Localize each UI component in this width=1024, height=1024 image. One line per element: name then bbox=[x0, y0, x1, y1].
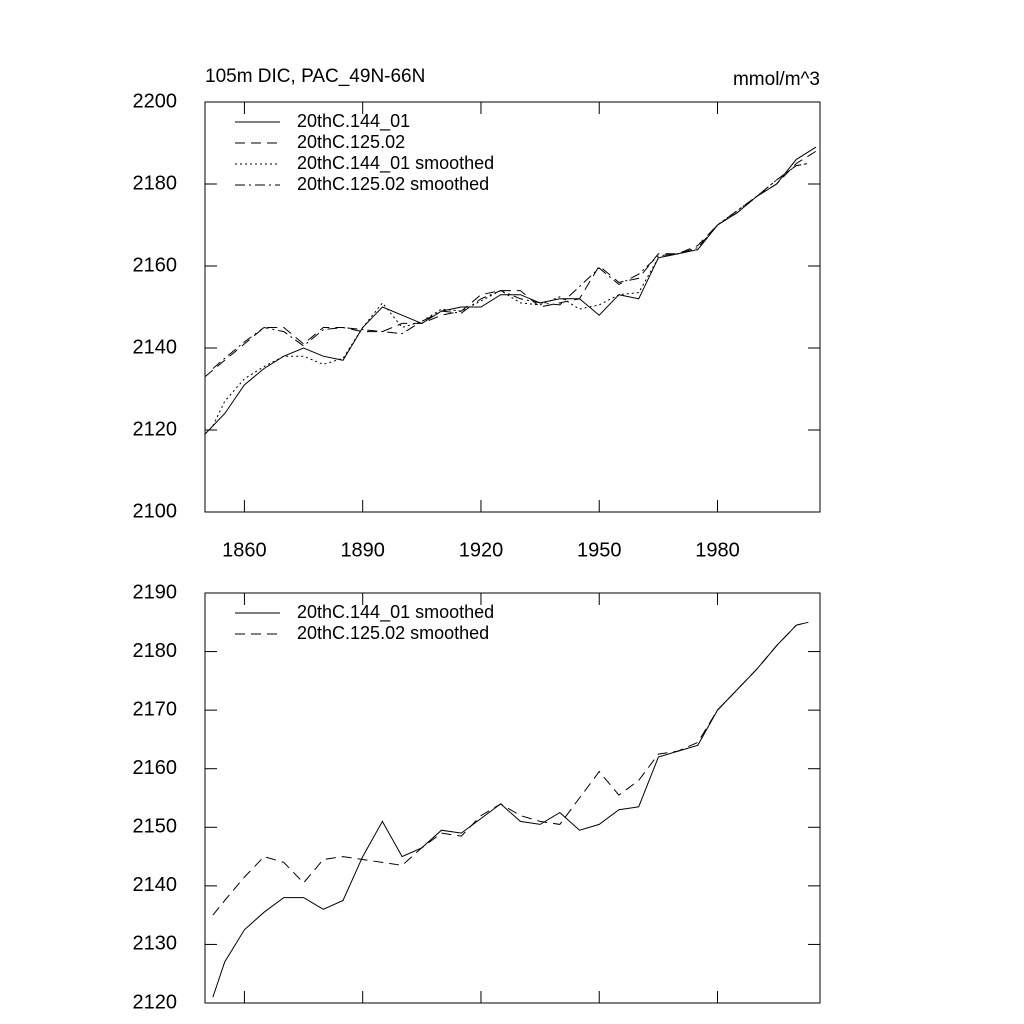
data-line bbox=[212, 163, 809, 369]
legend-label: 20thC.125.02 smoothed bbox=[297, 623, 489, 643]
y-tick-label: 2100 bbox=[133, 500, 178, 522]
x-tick-label: 1950 bbox=[577, 539, 622, 561]
y-tick-label: 2150 bbox=[133, 816, 178, 838]
y-tick-label: 2160 bbox=[133, 254, 178, 276]
legend-label: 20thC.144_01 bbox=[297, 111, 410, 132]
y-tick-label: 2200 bbox=[133, 90, 178, 112]
legend-label: 20thC.144_01 smoothed bbox=[297, 602, 494, 623]
y-tick-label: 2180 bbox=[133, 172, 178, 194]
y-tick-label: 2170 bbox=[133, 698, 178, 720]
data-line bbox=[212, 163, 809, 427]
units-label: mmol/m^3 bbox=[733, 69, 820, 90]
y-tick-label: 2160 bbox=[133, 757, 178, 779]
data-line bbox=[212, 621, 809, 916]
legend-label: 20thC.125.02 bbox=[297, 132, 405, 152]
y-tick-label: 2190 bbox=[133, 581, 178, 603]
y-tick-label: 2120 bbox=[133, 991, 178, 1013]
legend-label: 20thC.144_01 smoothed bbox=[297, 153, 494, 174]
x-tick-label: 1860 bbox=[222, 539, 267, 561]
y-tick-label: 2180 bbox=[133, 640, 178, 662]
y-tick-label: 2120 bbox=[133, 418, 178, 440]
legend-label: 20thC.125.02 smoothed bbox=[297, 174, 489, 194]
x-tick-label: 1980 bbox=[695, 539, 740, 561]
plot-frame bbox=[204, 101, 821, 513]
x-tick-label: 1920 bbox=[459, 539, 504, 561]
chart-title: 105m DIC, PAC_49N-66N bbox=[205, 66, 425, 87]
x-tick-label: 1890 bbox=[340, 539, 385, 561]
plot-frame bbox=[204, 592, 821, 1004]
y-tick-label: 2140 bbox=[133, 336, 178, 358]
y-tick-label: 2140 bbox=[133, 874, 178, 896]
y-tick-label: 2130 bbox=[133, 933, 178, 955]
